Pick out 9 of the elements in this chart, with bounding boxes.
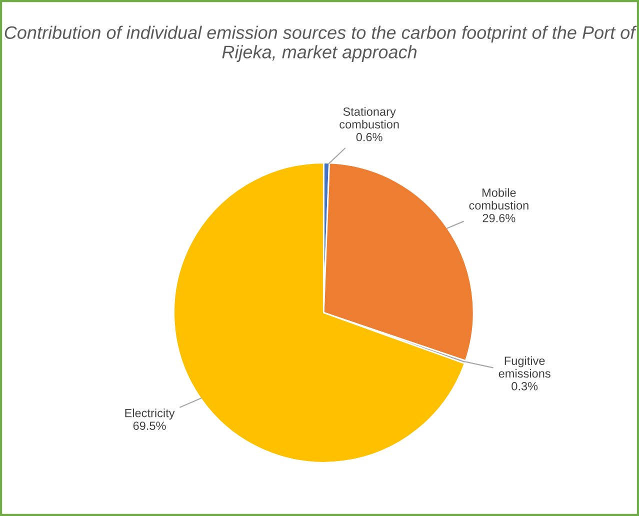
slice-label: Electricity xyxy=(125,408,175,420)
chart-title: Contribution of individual emission sources to the carbon footprint of the Port of Rijeka, market approach xyxy=(4,26,637,62)
data-label: 29.6% xyxy=(482,214,516,222)
slice-label: Stationary combustion xyxy=(340,107,399,129)
data-label: 69.5% xyxy=(133,422,166,430)
slice-label: Mobile combustion xyxy=(469,188,528,210)
data-label: 0.6% xyxy=(356,132,382,142)
slice-label: Fugitive emissions xyxy=(498,356,550,378)
data-label: 0.3% xyxy=(512,382,538,390)
